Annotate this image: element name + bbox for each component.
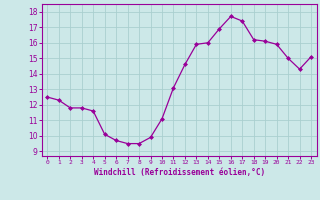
X-axis label: Windchill (Refroidissement éolien,°C): Windchill (Refroidissement éolien,°C) <box>94 168 265 177</box>
